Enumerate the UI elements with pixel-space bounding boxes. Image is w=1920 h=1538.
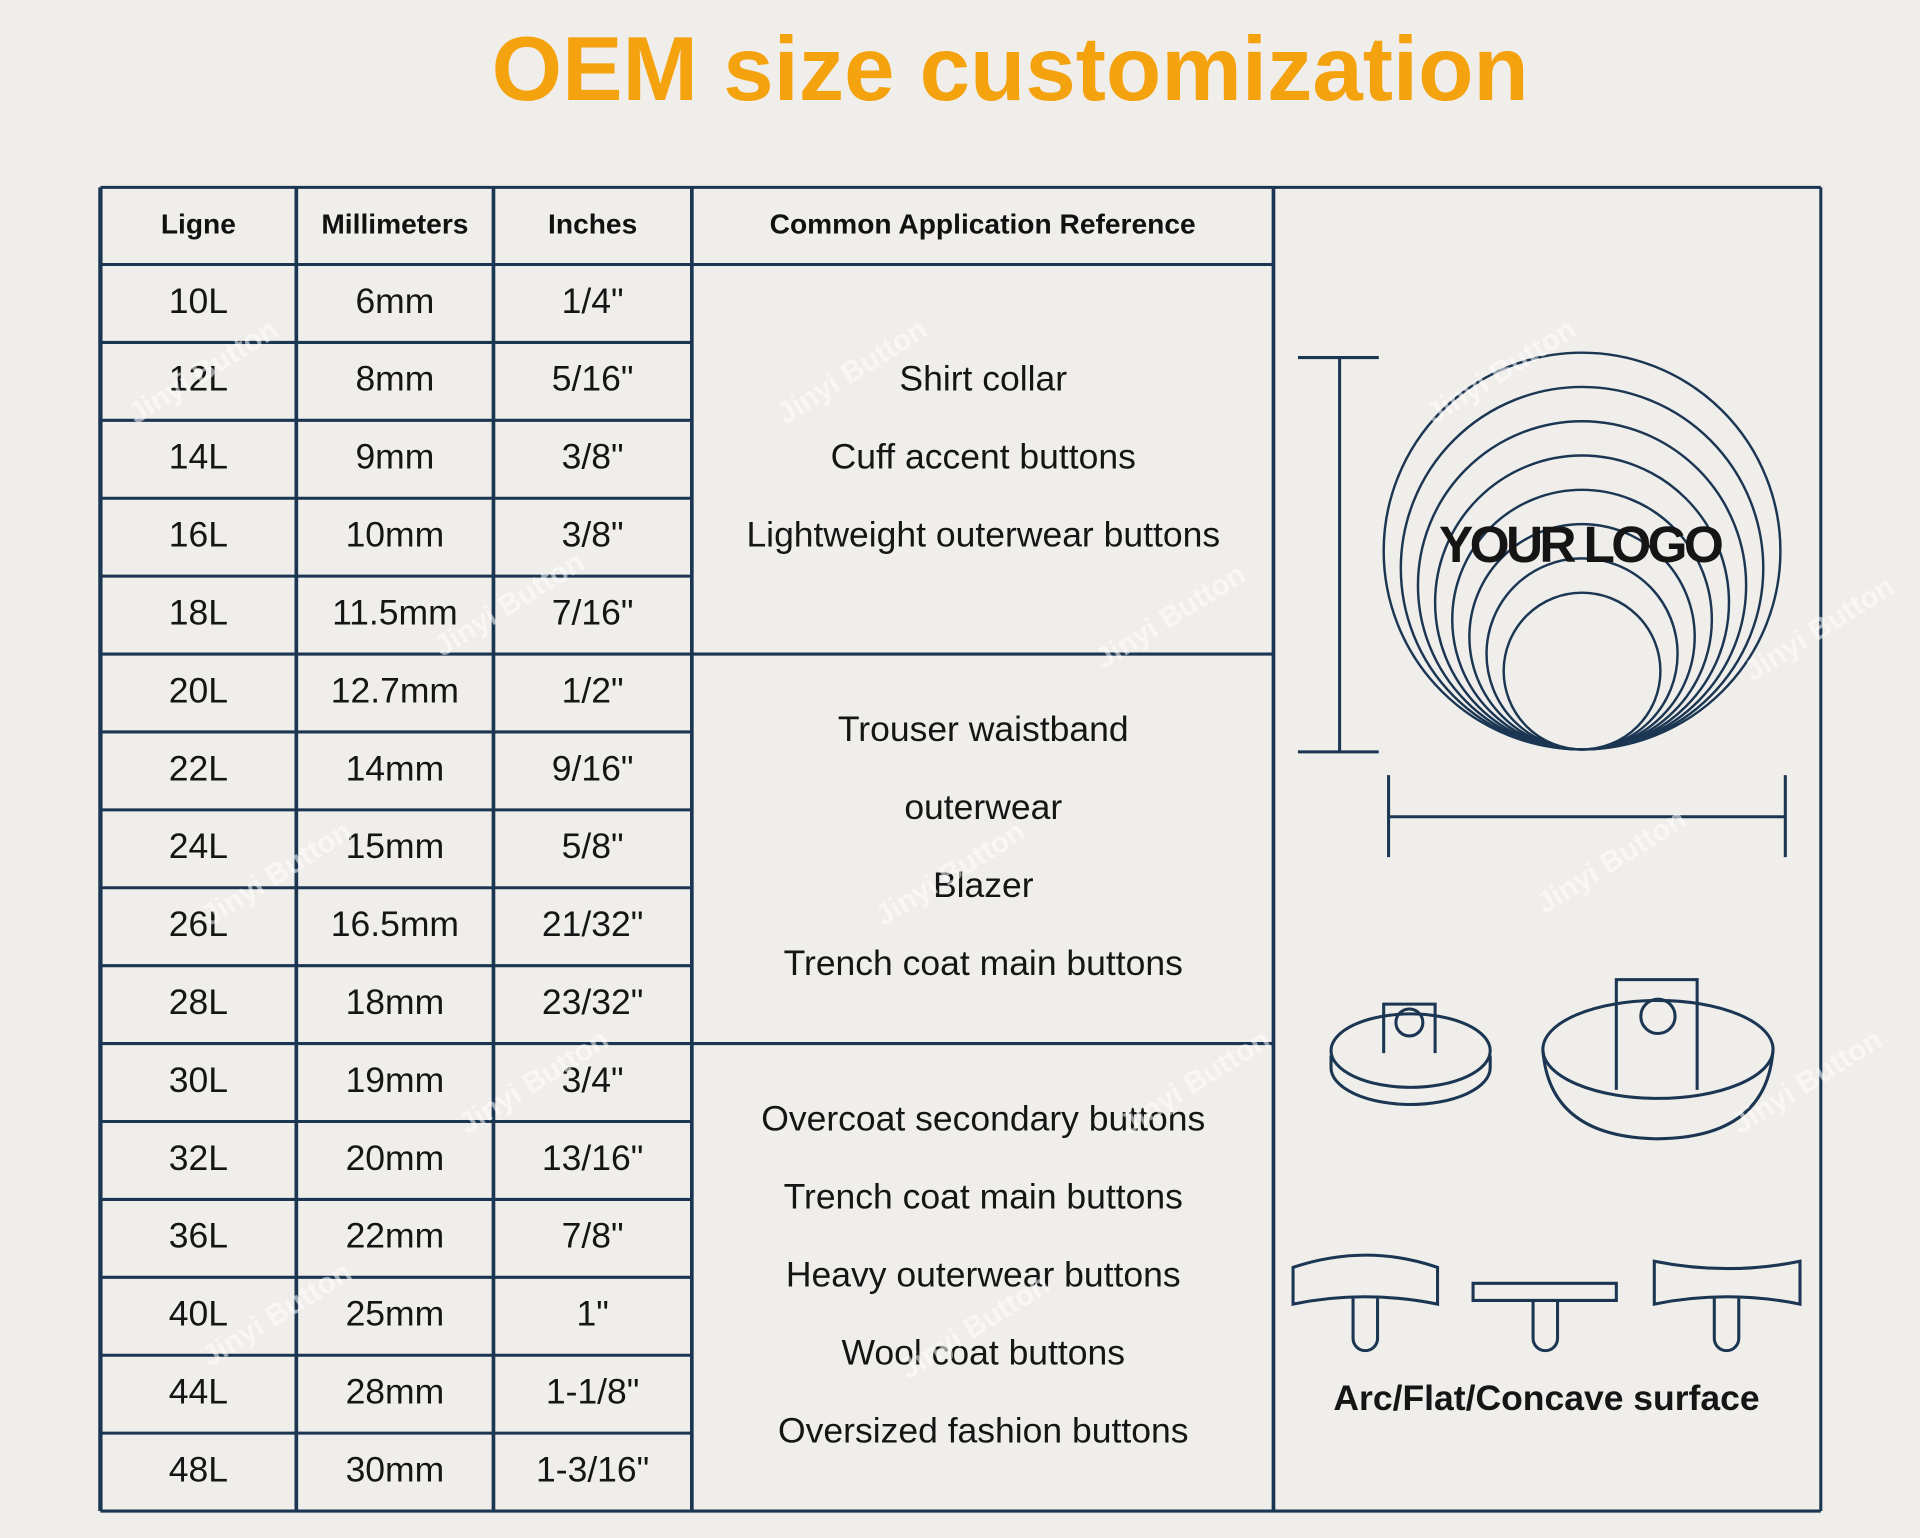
concave-profile (1652, 1259, 1802, 1353)
table-cell: 11.5mm (332, 592, 458, 632)
table-cell: 15mm (346, 826, 445, 866)
illustration (1291, 351, 1802, 1353)
table-cell: 10mm (346, 515, 445, 555)
table-cell: 6mm (355, 281, 434, 321)
table-cell: 19mm (346, 1060, 445, 1100)
application-text: Overcoat secondary buttons (761, 1099, 1205, 1139)
size-circle (1502, 591, 1662, 751)
table-cell: 3/8" (562, 437, 624, 477)
table-cell: 22L (169, 748, 228, 788)
table-cell: 26L (169, 904, 228, 944)
flat-profile (1471, 1281, 1618, 1353)
table-cell: 12.7mm (331, 670, 459, 710)
caption: Arc/Flat/Concave surface (1333, 1378, 1759, 1418)
title: OEM size customization (492, 19, 1529, 120)
table-cell: 30L (169, 1060, 228, 1100)
table-cell: 44L (169, 1372, 228, 1412)
table-cell: 22mm (346, 1216, 445, 1256)
table-cell: 32L (169, 1138, 228, 1178)
button-large (1541, 978, 1775, 1141)
application-text: outerwear (904, 787, 1062, 827)
table-cell: 13/16" (542, 1138, 643, 1178)
table-cell: 48L (169, 1449, 228, 1489)
table-cell: 7/8" (562, 1216, 624, 1256)
table-cell: 16L (169, 515, 228, 555)
table-cell: 20L (169, 670, 228, 710)
application-text: Oversized fashion buttons (778, 1411, 1188, 1451)
application-text: Heavy outerwear buttons (786, 1255, 1181, 1295)
table-cell: 1-1/8" (546, 1372, 640, 1412)
table-cell: 3/8" (562, 515, 624, 555)
button-small (1329, 1002, 1492, 1107)
table: Ligne Millimeters Inches Common Application… (98, 185, 1823, 1513)
table-cell: 14L (169, 437, 228, 477)
table-cell: 36L (169, 1216, 228, 1256)
header-cell: Ligne (161, 208, 236, 239)
table-cell: 14mm (346, 748, 445, 788)
table-cell: 30mm (346, 1449, 445, 1489)
logo-text: YOUR LOGO (1439, 515, 1722, 573)
application-text: Lightweight outerwear buttons (746, 515, 1220, 555)
application-text: Wool coat buttons (842, 1333, 1126, 1373)
table-cell: 20mm (346, 1138, 445, 1178)
table-cell: 16.5mm (331, 904, 459, 944)
header-cell: Inches (548, 208, 637, 239)
table-cell: 1" (576, 1294, 608, 1334)
application-text: Shirt collar (899, 359, 1067, 399)
table-cell: 25mm (346, 1294, 445, 1334)
table-cell: 8mm (355, 359, 434, 399)
table-cell: 24L (169, 826, 228, 866)
application-text: Trouser waistband (838, 709, 1129, 749)
table-cell: 21/32" (542, 904, 643, 944)
header-cell: Millimeters (321, 208, 468, 239)
application-text: Trench coat main buttons (784, 943, 1183, 983)
table-cell: 40L (169, 1294, 228, 1334)
table-cell: 9mm (355, 437, 434, 477)
table-cell: 18L (169, 592, 228, 632)
table-cell: 28L (169, 982, 228, 1022)
arc-profile (1291, 1253, 1440, 1353)
table-cell: 1/4" (562, 281, 624, 321)
application-text: Trench coat main buttons (784, 1177, 1183, 1217)
table-cell: 10L (169, 281, 228, 321)
table-cell: 12L (169, 359, 228, 399)
table-cell: 23/32" (542, 982, 643, 1022)
table-cell: 3/4" (562, 1060, 624, 1100)
application-text: Blazer (933, 865, 1034, 905)
table-cell: 18mm (346, 982, 445, 1022)
table-cell: 7/16" (552, 592, 634, 632)
application-text: Cuff accent buttons (831, 437, 1136, 477)
table-cell: 9/16" (552, 748, 634, 788)
header-cell: Common Application Reference (770, 208, 1196, 239)
table-cell: 28mm (346, 1372, 445, 1412)
table-cell: 1/2" (562, 670, 624, 710)
circles (1382, 351, 1782, 751)
table-cell: 5/16" (552, 359, 634, 399)
table-cell: 1-3/16" (536, 1449, 649, 1489)
table-cell: 5/8" (562, 826, 624, 866)
